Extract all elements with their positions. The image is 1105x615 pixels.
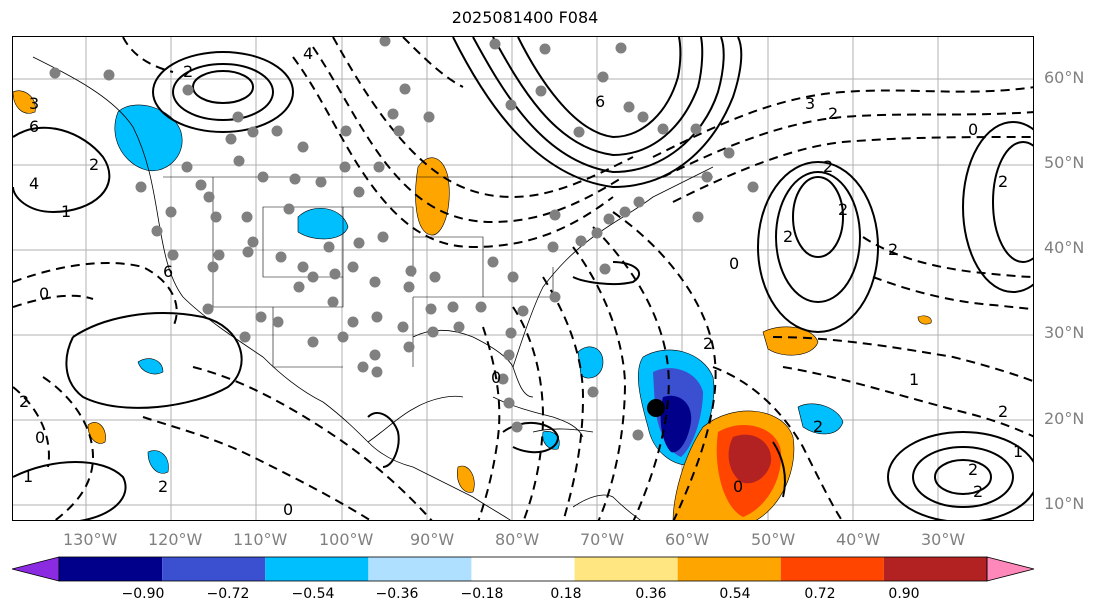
svg-text:3: 3 bbox=[805, 94, 815, 113]
lon-tick: 80°W bbox=[495, 530, 540, 549]
colorbar-segment bbox=[59, 557, 163, 581]
lat-tick: 10°N bbox=[1044, 494, 1085, 513]
svg-text:1: 1 bbox=[1013, 442, 1023, 461]
svg-text:2: 2 bbox=[968, 460, 978, 479]
svg-text:2: 2 bbox=[19, 392, 29, 411]
lat-tick: 30°N bbox=[1044, 323, 1085, 342]
contours-negative bbox=[13, 37, 1033, 520]
colorbar-extend-high bbox=[986, 556, 1035, 582]
svg-text:2: 2 bbox=[158, 477, 168, 496]
svg-text:2: 2 bbox=[89, 155, 99, 174]
svg-text:2: 2 bbox=[998, 172, 1008, 191]
lat-tick: 20°N bbox=[1044, 409, 1085, 428]
lat-tick: 40°N bbox=[1044, 238, 1085, 257]
contour-labels: 3 6 4 1 2 2 4 6 3 2 0 2 2 2 2 2 0 2 0 6 … bbox=[19, 44, 1023, 519]
svg-text:2: 2 bbox=[828, 104, 838, 123]
svg-text:0: 0 bbox=[968, 120, 978, 139]
colorbar-extend-low bbox=[11, 556, 60, 582]
observation-dots bbox=[49, 37, 759, 441]
svg-text:3: 3 bbox=[29, 94, 39, 113]
colorbar-segment bbox=[574, 557, 678, 581]
svg-text:2: 2 bbox=[783, 227, 793, 246]
svg-text:6: 6 bbox=[29, 117, 39, 136]
svg-text:6: 6 bbox=[595, 92, 605, 111]
colorbar-label: 0.54 bbox=[719, 586, 751, 602]
lon-tick: 100°W bbox=[319, 530, 374, 549]
svg-text:6: 6 bbox=[163, 262, 173, 281]
svg-text:0: 0 bbox=[283, 500, 293, 519]
lon-tick: 130°W bbox=[63, 530, 118, 549]
colorbar-label: −0.72 bbox=[206, 586, 250, 602]
svg-text:4: 4 bbox=[29, 174, 39, 193]
lon-tick: 50°W bbox=[751, 530, 796, 549]
storm-center-marker bbox=[647, 399, 665, 417]
weather-map: 3 6 4 1 2 2 4 6 3 2 0 2 2 2 2 2 0 2 0 6 … bbox=[12, 36, 1034, 521]
lon-tick: 30°W bbox=[921, 530, 966, 549]
colorbar-segment bbox=[471, 557, 575, 581]
colorbar-label: 0.18 bbox=[550, 586, 582, 602]
colorbar-label: 0.36 bbox=[635, 586, 667, 602]
anomaly-fills bbox=[13, 90, 932, 520]
colorbar-label: 0.72 bbox=[804, 586, 836, 602]
svg-text:2: 2 bbox=[888, 240, 898, 259]
svg-text:0: 0 bbox=[35, 428, 45, 447]
svg-text:2: 2 bbox=[998, 402, 1008, 421]
svg-text:2: 2 bbox=[973, 482, 983, 501]
svg-text:1: 1 bbox=[909, 370, 919, 389]
colorbar-label: −0.36 bbox=[375, 586, 419, 602]
lat-tick: 50°N bbox=[1044, 153, 1085, 172]
colorbar-label: −0.18 bbox=[460, 586, 504, 602]
colorbar-label: −0.54 bbox=[291, 586, 335, 602]
svg-text:2: 2 bbox=[703, 334, 713, 353]
svg-text:2: 2 bbox=[838, 200, 848, 219]
svg-text:0: 0 bbox=[733, 477, 743, 496]
lon-tick: 40°W bbox=[836, 530, 881, 549]
lon-tick: 120°W bbox=[148, 530, 203, 549]
colorbar-segment bbox=[265, 557, 369, 581]
colorbar-segment bbox=[162, 557, 266, 581]
svg-text:0: 0 bbox=[729, 254, 739, 273]
svg-text:1: 1 bbox=[61, 202, 71, 221]
svg-text:2: 2 bbox=[823, 157, 833, 176]
colorbar-segment bbox=[780, 557, 884, 581]
colorbar-label: 0.90 bbox=[888, 586, 920, 602]
map-canvas: 3 6 4 1 2 2 4 6 3 2 0 2 2 2 2 2 0 2 0 6 … bbox=[13, 37, 1033, 520]
svg-text:4: 4 bbox=[303, 44, 313, 63]
colorbar-segment bbox=[368, 557, 472, 581]
colorbar bbox=[11, 556, 1035, 582]
colorbar-outline bbox=[58, 556, 988, 582]
lon-tick: 90°W bbox=[410, 530, 455, 549]
colorbar-segment bbox=[883, 557, 987, 581]
colorbar-label: −0.90 bbox=[121, 586, 165, 602]
colorbar-segment bbox=[677, 557, 781, 581]
svg-text:0: 0 bbox=[491, 368, 501, 387]
contours-positive bbox=[13, 37, 1033, 520]
map-title: 2025081400 F084 bbox=[451, 8, 599, 27]
svg-text:2: 2 bbox=[183, 62, 193, 81]
lon-tick: 110°W bbox=[233, 530, 288, 549]
svg-text:0: 0 bbox=[39, 284, 49, 303]
svg-text:2: 2 bbox=[813, 417, 823, 436]
lon-tick: 70°W bbox=[580, 530, 625, 549]
lat-tick: 60°N bbox=[1044, 68, 1085, 87]
lon-tick: 60°W bbox=[665, 530, 710, 549]
svg-text:1: 1 bbox=[23, 467, 33, 486]
